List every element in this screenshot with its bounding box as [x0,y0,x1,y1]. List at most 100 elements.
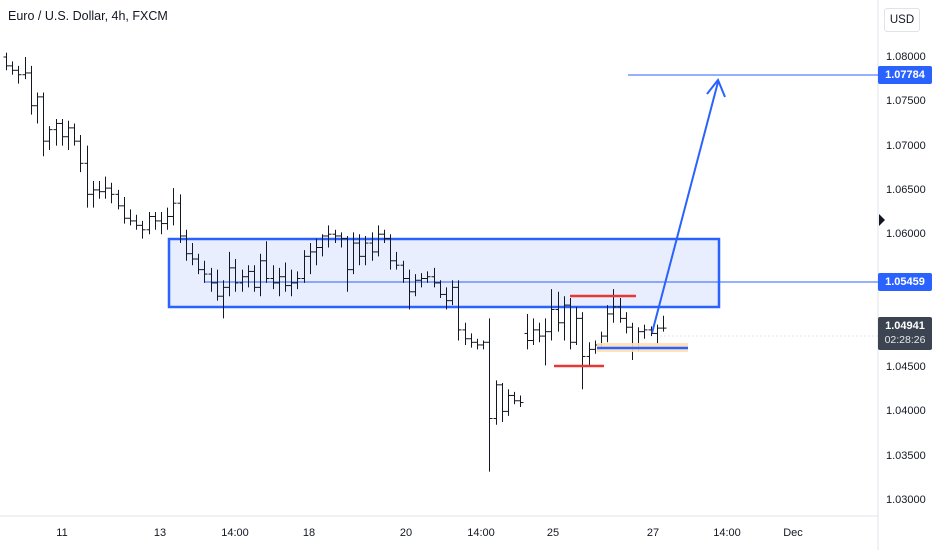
ohlc-bar [3,52,10,71]
ohlc-bar [400,260,407,283]
ohlc-bar [542,318,549,366]
ohlc-bar [325,225,332,248]
price-tick-label: 1.07000 [886,139,926,152]
ohlc-bar [654,324,661,345]
ohlc-bar [9,61,16,75]
ohlc-bar [393,251,400,270]
ohlc-bar [170,188,177,226]
ohlc-bar [115,189,122,210]
ohlc-bar [332,229,339,244]
ohlc-bar [641,324,648,339]
ohlc-bar [573,306,580,345]
target-price-tag: 1.07784 [878,66,932,84]
ohlc-bar [270,265,277,290]
ohlc-bar [195,253,202,275]
ohlc-bar [102,176,109,199]
ohlc-bar [313,238,320,266]
ohlc-bar [412,274,419,297]
ohlc-bar [301,250,308,283]
ohlc-bar [387,234,394,270]
ohlc-bar [133,214,140,230]
ohlc-bar [437,280,444,298]
ohlc-bar [22,57,29,80]
ohlc-bar [77,134,84,173]
time-tick-label: Dec [783,527,803,539]
ohlc-bar [567,297,574,350]
ohlc-bar [375,225,382,257]
time-tick-label: 20 [399,527,413,539]
ohlc-bar [46,126,53,151]
ohlc-bar [356,234,363,266]
ohlc-bar [486,318,493,472]
ohlc-bar [127,209,134,226]
ohlc-bar [319,234,326,257]
ohlc-bar [517,395,524,407]
ohlc-bar [555,291,562,332]
ohlc-bar [146,212,153,235]
bar-countdown: 02:28:26 [884,334,926,346]
ohlc-bar [455,280,462,341]
ohlc-bar [344,235,351,292]
ohlc-bar [288,269,295,297]
ohlc-bar [158,212,165,235]
ohlc-bar [208,267,215,292]
ohlc-bar [34,92,41,124]
current-price-tag: 1.04941 02:28:26 [878,317,932,350]
ohlc-bar [232,259,239,292]
chart-title: Euro / U.S. Dollar, 4h, FXCM [8,9,168,23]
ohlc-bar [561,296,568,341]
time-tick-label: 25 [546,527,560,539]
ohlc-bar [121,196,128,224]
ohlc-bar [307,243,314,275]
ohlc-bar [530,318,537,345]
ohlc-bar [245,265,252,288]
ohlc-bar [406,269,413,310]
price-tick-label: 1.06500 [886,183,926,196]
ohlc-bar [282,262,289,292]
ohlc-bar [617,297,624,323]
price-tick-label: 1.04000 [886,405,926,418]
ohlc-bar [511,391,518,405]
ohlc-bar [220,280,227,319]
price-tick-label: 1.03500 [886,449,926,462]
ohlc-bar [71,123,78,146]
ohlc-bar [418,273,425,288]
ohlc-bar [201,260,208,283]
ohlc-bar [59,119,66,146]
ohlc-bar [350,232,357,275]
ohlc-bar [660,315,667,332]
ohlc-bar [276,267,283,297]
price-tick-label: 1.03000 [886,494,926,506]
ohlc-bar [468,333,475,348]
time-tick-label: 11 [56,527,68,539]
consolidation-zone[interactable] [167,237,721,309]
ohlc-bar [263,241,270,283]
ohlc-bar [96,181,103,199]
ohlc-bar [505,389,512,416]
ohlc-bar [189,243,196,266]
price-tick-label: 1.04500 [886,361,926,374]
scale-arrow-icon[interactable] [879,214,885,226]
ohlc-bar [474,338,481,350]
projection-arrow[interactable] [651,81,719,334]
ohlc-bar [183,229,190,261]
ohlc-bar [294,271,301,290]
ohlc-bar [604,305,611,343]
current-price-value: 1.04941 [885,320,925,332]
ohlc-bar [40,92,47,157]
ohlc-bar [499,383,506,423]
ohlc-bar [586,342,593,366]
ohlc-bar [610,289,617,323]
time-tick-label: 14:00 [467,527,495,539]
ohlc-bar [226,251,233,297]
ohlc-bar [381,229,388,244]
ohlc-bar [239,269,246,292]
ohlc-bar [28,65,35,115]
time-tick-label: 14:00 [713,527,741,539]
ohlc-bar [424,271,431,283]
currency-selector[interactable]: USD [884,8,920,32]
ohlc-bar [53,119,60,146]
ohlc-bar [629,322,636,361]
price-tick-label: 1.07500 [886,95,926,108]
